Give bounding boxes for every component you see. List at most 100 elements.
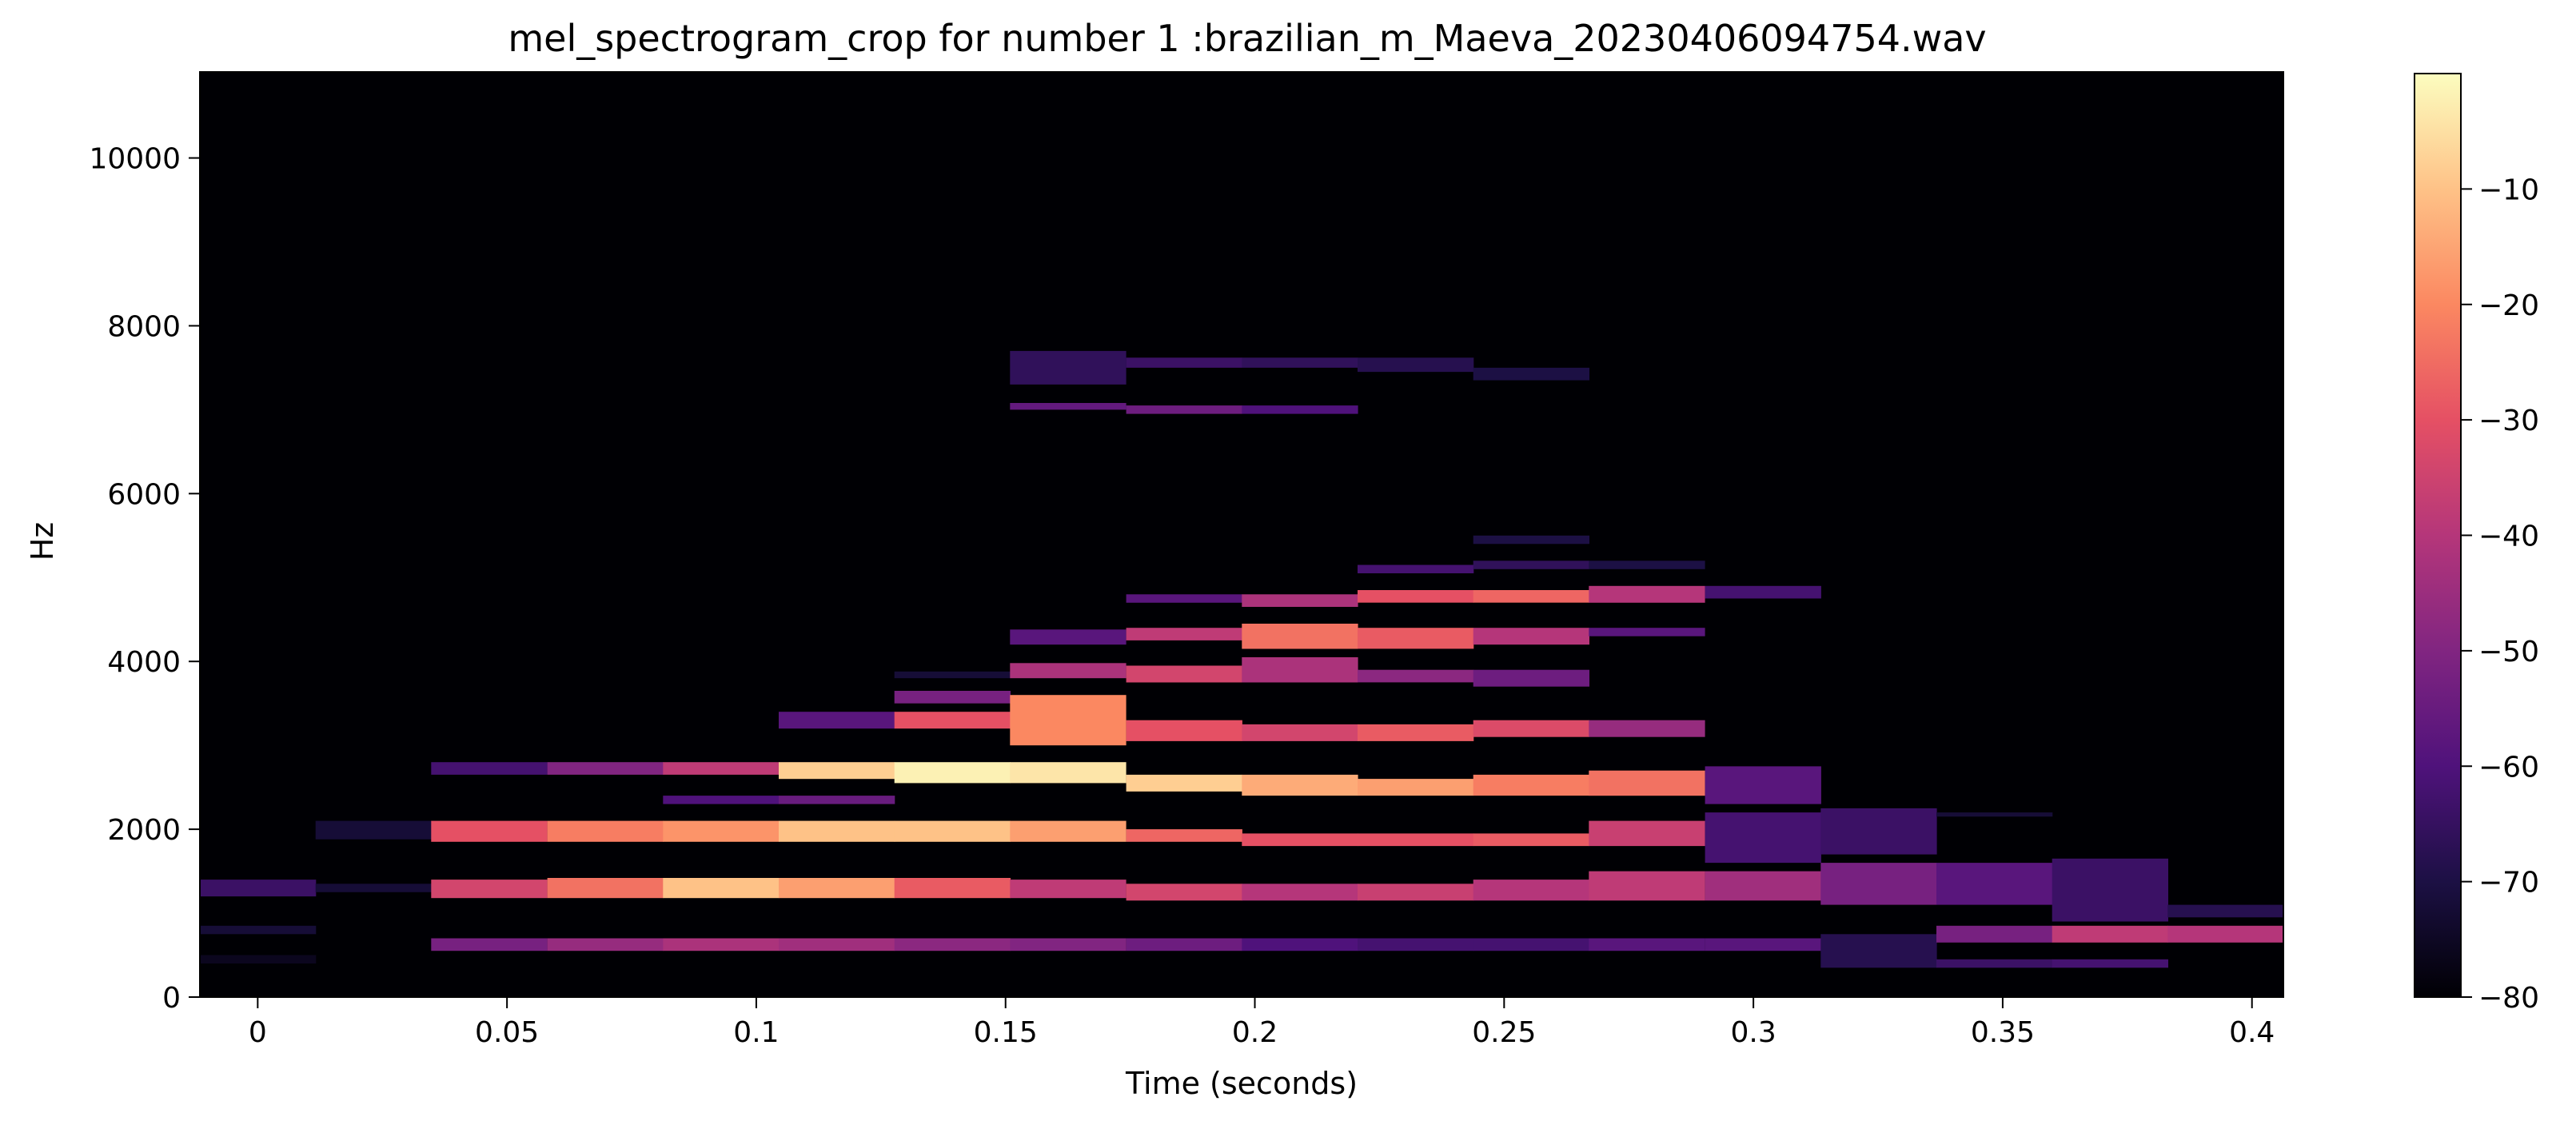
spectrogram-cell — [1473, 833, 1589, 847]
spectrogram-cell — [1358, 938, 1474, 951]
spectrogram-cell — [779, 878, 895, 899]
spectrogram-cell — [1010, 663, 1127, 679]
x-tick-label: 0.35 — [1971, 1016, 2035, 1049]
spectrogram-cell — [1358, 833, 1474, 847]
x-tick-label: 0.25 — [1472, 1016, 1536, 1049]
spectrogram-cell — [1358, 628, 1474, 649]
spectrogram-cell — [1473, 880, 1589, 901]
spectrogram-cell — [200, 925, 317, 935]
spectrogram-cell — [1589, 585, 1705, 603]
spectrogram-cell — [1242, 594, 1358, 607]
y-tick-label: 2000 — [107, 814, 181, 847]
x-axis: 0 0.05 0.1 0.15 0.2 0.25 0.3 0.35 0.4 — [249, 997, 2275, 1049]
spectrogram-cell — [1473, 535, 1589, 545]
spectrogram-cell — [1126, 594, 1242, 603]
colorbar-tick-label: −40 — [2478, 521, 2539, 553]
plot-area — [199, 71, 2284, 998]
colorbar-tick-label: −70 — [2478, 867, 2539, 900]
spectrogram-cell — [1589, 820, 1705, 847]
spectrogram-cell — [1358, 564, 1474, 573]
spectrogram-cell — [1473, 590, 1589, 603]
spectrogram-cell — [779, 938, 895, 951]
spectrogram-cell — [1473, 720, 1589, 737]
spectrogram-cell — [1126, 665, 1242, 683]
spectrogram-cell — [1010, 762, 1127, 784]
spectrogram-cell — [894, 691, 1011, 704]
chart-title: mel_spectrogram_crop for number 1 :brazi… — [508, 17, 1986, 60]
spectrogram-cell — [1473, 367, 1589, 381]
spectrogram-cell — [1358, 669, 1474, 683]
spectrogram-cell — [1358, 884, 1474, 901]
spectrogram-cell — [1936, 863, 2053, 905]
x-tick-label: 0.1 — [733, 1016, 779, 1049]
y-tick-label: 6000 — [107, 478, 181, 511]
spectrogram-cell — [663, 938, 780, 951]
spectrogram-cell — [1473, 628, 1589, 645]
spectrogram-cell — [1242, 833, 1358, 847]
plot-frame — [199, 71, 2284, 998]
x-tick-label: 0.3 — [1730, 1016, 1776, 1049]
y-axis-label: Hz — [25, 522, 60, 561]
spectrogram-cell — [894, 712, 1011, 729]
x-axis-label: Time (seconds) — [1125, 1066, 1358, 1101]
spectrogram-cell — [1705, 766, 1821, 804]
spectrogram-cell — [2167, 904, 2284, 918]
spectrogram-cell — [1126, 938, 1242, 951]
spectrogram-cell — [1010, 403, 1127, 410]
spectrogram-cell — [1473, 561, 1589, 569]
colorbar-ticks: −10 −20 −30 −40 −50 −60 −70 −80 — [2461, 174, 2539, 1015]
spectrogram-cell — [1126, 357, 1242, 368]
spectrogram-cell — [1010, 880, 1127, 899]
y-tick-label: 4000 — [107, 646, 181, 679]
spectrogram-cell — [1705, 585, 1821, 599]
spectrogram-cell — [547, 762, 664, 775]
spectrogram-cell — [1936, 959, 2053, 968]
x-tick-label: 0.4 — [2229, 1016, 2275, 1049]
colorbar-tick-label: −60 — [2478, 751, 2539, 784]
colorbar: −10 −20 −30 −40 −50 −60 −70 −80 — [2414, 73, 2539, 1015]
spectrogram-cell — [1126, 829, 1242, 842]
spectrogram-cell — [779, 712, 895, 729]
x-tick-label: 0.2 — [1232, 1016, 1278, 1049]
spectrogram-cell — [547, 878, 664, 899]
spectrogram-cell — [2052, 959, 2168, 968]
colorbar-scale — [2414, 73, 2462, 998]
spectrogram-cell — [1820, 863, 1937, 905]
spectrogram-cell — [315, 884, 432, 892]
spectrogram-cell — [1242, 405, 1358, 414]
spectrogram-cell — [1126, 774, 1242, 792]
x-tick-label: 0 — [249, 1016, 267, 1049]
spectrogram-cell — [1010, 695, 1127, 746]
spectrogram-cell — [1820, 808, 1937, 855]
spectrogram-cell — [1705, 812, 1821, 864]
spectrogram-cell — [200, 880, 317, 897]
spectrogram-cell — [1126, 628, 1242, 640]
spectrogram-cell — [894, 820, 1011, 842]
colorbar-tick-label: −20 — [2478, 289, 2539, 322]
colorbar-tick-label: −50 — [2478, 636, 2539, 668]
spectrogram-cell — [1010, 629, 1127, 645]
spectrogram-cell — [663, 762, 780, 775]
spectrogram-cell — [315, 820, 432, 840]
spectrogram-cell — [1589, 770, 1705, 796]
spectrogram-cell — [1473, 774, 1589, 796]
spectrogram-cell — [2052, 858, 2168, 922]
y-axis: 0 2000 4000 6000 8000 10000 — [89, 143, 200, 1015]
spectrogram-cell — [1473, 938, 1589, 951]
spectrogram-cell — [894, 938, 1011, 951]
spectrogram-cell — [2052, 925, 2168, 943]
spectrogram-cell — [663, 820, 780, 842]
spectrogram-cell — [1589, 871, 1705, 901]
spectrogram-cell — [547, 938, 664, 951]
spectrogram-cell — [1242, 884, 1358, 901]
spectrogram-cell — [1010, 820, 1127, 842]
spectrogram-cell — [1242, 357, 1358, 368]
colorbar-tick-label: −10 — [2478, 174, 2539, 206]
plot-background — [200, 72, 2283, 997]
spectrogram-cell — [1589, 561, 1705, 569]
spectrogram-cell — [1242, 724, 1358, 741]
spectrogram-cell — [894, 671, 1011, 679]
spectrogram-cell — [1242, 624, 1358, 649]
spectrogram-cell — [1473, 669, 1589, 687]
